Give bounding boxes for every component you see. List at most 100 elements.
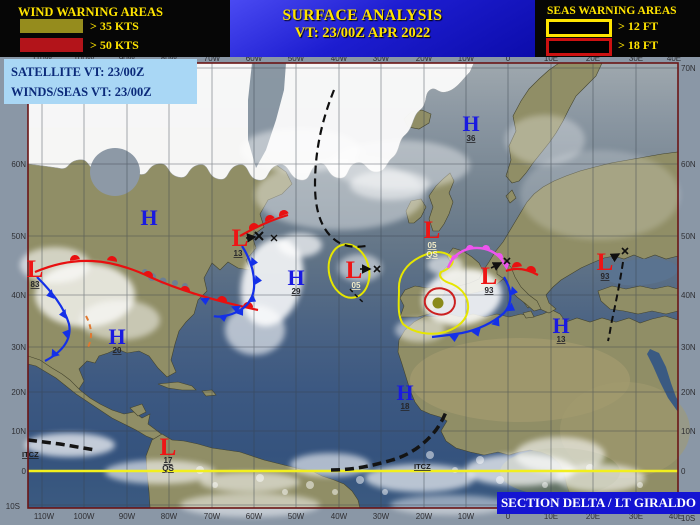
warm-front-us	[34, 259, 259, 312]
high-center: H	[462, 111, 479, 136]
low-center: L	[232, 225, 249, 252]
svg-text:80W: 80W	[161, 512, 178, 521]
seas-18ft-label: > 18 FT	[618, 38, 659, 52]
satellite-times-box: SATELLITE VT: 23/00Z WINDS/SEAS VT: 23/0…	[4, 59, 197, 104]
svg-text:0: 0	[506, 54, 511, 63]
svg-text:30E: 30E	[629, 54, 643, 63]
windseas-time-label: WINDS/SEAS VT: 23/00Z	[11, 85, 152, 99]
svg-text:60W: 60W	[246, 512, 263, 521]
x-marker	[270, 234, 278, 242]
svg-text:0: 0	[681, 467, 686, 476]
svg-text:20W: 20W	[416, 512, 433, 521]
low-label: 93	[601, 272, 610, 281]
low-sublabel: QS	[162, 464, 174, 473]
svg-text:10E: 10E	[544, 512, 558, 521]
svg-text:20E: 20E	[586, 512, 600, 521]
midatlantic-trough	[349, 288, 365, 304]
seas-18ft-swatch	[546, 38, 612, 56]
wind-35kt-swatch	[20, 19, 83, 33]
svg-text:70N: 70N	[681, 64, 696, 73]
svg-text:40W: 40W	[331, 512, 348, 521]
svg-text:40E: 40E	[669, 512, 683, 521]
low-sublabel: QS	[426, 250, 438, 259]
svg-text:10W: 10W	[458, 512, 475, 521]
svg-text:40N: 40N	[11, 291, 26, 300]
svg-text:110W: 110W	[32, 54, 53, 63]
high-label: 13	[557, 335, 566, 344]
high-center: H	[287, 265, 304, 290]
wind-warning-legend: WIND WARNING AREAS > 35 KTS > 50 KTS	[0, 0, 230, 57]
fronts	[34, 210, 539, 362]
svg-text:30W: 30W	[373, 54, 390, 63]
header-bar: WIND WARNING AREAS > 35 KTS > 50 KTS SUR…	[0, 0, 700, 57]
x-marker	[621, 247, 629, 255]
x-marker	[373, 265, 381, 273]
high-center: H	[108, 324, 125, 349]
hispaniola	[201, 389, 217, 397]
svg-text:10E: 10E	[544, 54, 558, 63]
movement-arrow-newfoundland	[245, 233, 257, 243]
map-border	[27, 62, 679, 509]
svg-text:30N: 30N	[681, 343, 696, 352]
svg-text:20E: 20E	[586, 54, 600, 63]
pressure-systems: H H 36 H 29 H 20 H 13 H 18 L 83 L 13 L 0…	[27, 111, 614, 473]
svg-text:50W: 50W	[288, 54, 305, 63]
low-label: 05	[352, 281, 361, 290]
svg-text:60N: 60N	[681, 160, 696, 169]
cold-front-iberia	[431, 276, 512, 339]
latitude-labels-right: 70N 60N 50N 40N 30N 20N 10N 0 10S	[681, 64, 696, 523]
longitude-labels-top: 110W 100W 90W 80W 70W 60W 50W 40W 30W 20W 10W…	[32, 54, 681, 63]
low-center: L	[424, 217, 441, 244]
low-center: L	[27, 256, 44, 283]
x-marker	[254, 231, 264, 241]
seas-legend-title: SEAS WARNING AREAS	[547, 5, 677, 17]
eastmed-trough	[607, 261, 624, 342]
wind-50kt-swatch	[20, 38, 83, 52]
svg-text:10N: 10N	[11, 427, 26, 436]
longitude-labels-bottom: 110W 100W 90W 80W 70W 60W 50W 40W 30W 20W 10W…	[34, 512, 683, 521]
itcz: ITCZ ITCZ	[22, 411, 448, 472]
x-marker	[503, 257, 511, 265]
low-label: 17	[164, 456, 173, 465]
hudson-bay	[90, 148, 140, 196]
svg-text:70W: 70W	[204, 512, 221, 521]
wind-35kt-label: > 35 KTS	[90, 19, 139, 33]
wind-legend-title: WIND WARNING AREAS	[18, 5, 163, 19]
svg-text:110W: 110W	[34, 512, 55, 521]
chart-valid-time: VT: 23/00Z APR 2022	[294, 25, 431, 41]
low-center: L	[160, 434, 177, 461]
svg-text:100W: 100W	[74, 54, 95, 63]
high-center: H	[140, 205, 157, 230]
svg-text:0: 0	[506, 512, 511, 521]
sahara-tint	[410, 338, 690, 478]
high-label: 29	[292, 287, 301, 296]
svg-text:50N: 50N	[11, 232, 26, 241]
troughs	[313, 89, 624, 342]
satellite-time-label: SATELLITE VT: 23/00Z	[11, 65, 145, 79]
svg-text:60W: 60W	[246, 54, 263, 63]
chart-title: SURFACE ANALYSIS	[282, 7, 443, 24]
warm-front-newfoundland	[239, 213, 289, 237]
svg-text:10S: 10S	[681, 514, 695, 523]
svg-text:50N: 50N	[681, 232, 696, 241]
low-label: 05	[428, 241, 437, 250]
section-badge: SECTION DELTA / LT GIRALDO	[497, 492, 700, 514]
movement-markers	[245, 231, 629, 274]
texas-trough	[85, 315, 92, 350]
seas-18ft-area	[423, 287, 456, 316]
svg-text:60N: 60N	[11, 160, 26, 169]
svg-text:30N: 30N	[11, 343, 26, 352]
svg-text:90W: 90W	[119, 54, 136, 63]
low-label: 13	[234, 249, 243, 258]
svg-text:40N: 40N	[681, 291, 696, 300]
svg-text:30E: 30E	[629, 512, 643, 521]
high-label: 20	[113, 346, 122, 355]
svg-text:70W: 70W	[204, 54, 221, 63]
low-label: 83	[31, 280, 40, 289]
svg-text:50W: 50W	[288, 512, 305, 521]
svg-text:20N: 20N	[11, 388, 26, 397]
latitude-labels-left: 60N 50N 40N 30N 20N 10N 0 10S	[6, 160, 27, 511]
itcz-line-east	[330, 411, 448, 472]
sicily	[522, 310, 535, 319]
